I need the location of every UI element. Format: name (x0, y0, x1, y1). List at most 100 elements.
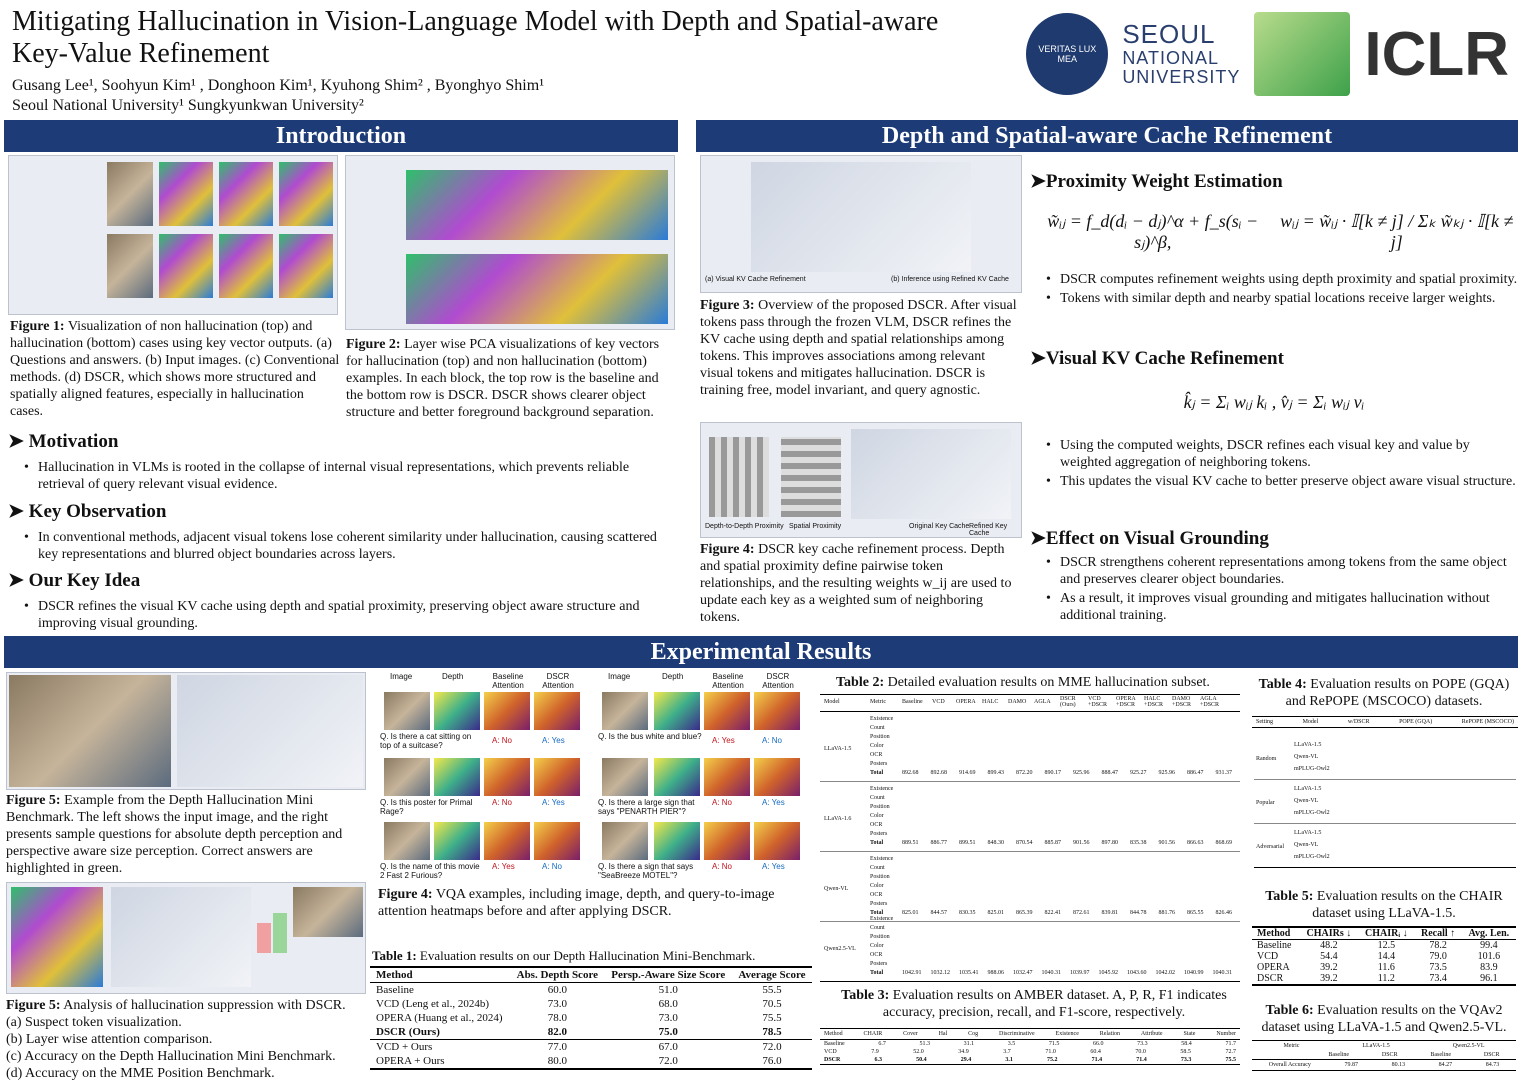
vqa-row: Q. Is the name of this movie 2 Fast 2 Fu… (380, 822, 810, 882)
fig1-key-vis (159, 162, 213, 226)
t2-total-row: 825.01 844.57 830.35 825.01 865.39 822.41 872.… (902, 910, 1232, 916)
snu-wordmark: SEOUL NATIONAL UNIVERSITY (1122, 18, 1241, 88)
fig2-hallucination-pca (406, 170, 668, 240)
author-block: Gusang Lee¹, Soohyun Kim¹ , Donghoon Kim… (12, 76, 544, 116)
benchmark-input-image (9, 675, 171, 787)
t4-setting-block: Random LLaVA-1.5 Qwen-VL mPLUG-Owl2 (1254, 740, 1516, 780)
author-list: Gusang Lee¹, Soohyun Kim¹ , Donghoon Kim… (12, 77, 544, 94)
proximity-bullet-1: DSCR computes refinement weights using d… (1030, 271, 1518, 288)
vqa-row: Q. Is there a cat sitting on top of a su… (380, 692, 810, 756)
logo-strip: VERITAS LUX MEA SEOUL NATIONAL UNIVERSIT… (1026, 12, 1509, 96)
vqa-header-row: Image Depth Baseline Attention DSCR Atte… (390, 672, 794, 690)
figure-2-caption: Figure 2: Layer wise PCA visualizations … (346, 337, 660, 420)
fig1-key-vis (219, 162, 273, 226)
table-row: VCD + Ours 77.0 67.0 72.0 (370, 1039, 812, 1054)
mme-position-image (293, 887, 363, 937)
dscr-pipeline-diagram (751, 162, 971, 272)
table-row: VCD 54.4 14.4 79.0 101.6 (1257, 951, 1501, 962)
table-4: Setting Model w/DSCR POPE (GQA) RePOPE (MSCO… (1252, 716, 1518, 872)
vqa-row: Q. Is this poster for Primal Rage? A: No… (380, 758, 810, 822)
proximity-equation: w̃ᵢⱼ = f_d(dᵢ − dⱼ)^α + f_s(sᵢ − sⱼ)^β, … (1047, 211, 1514, 252)
kv-refinement-equation: k̂ⱼ = Σᵢ wᵢⱼ kᵢ , v̂ⱼ = Σᵢ wᵢⱼ vᵢ (1183, 392, 1365, 412)
table-row: Baseline 6.7 51.3 31.1 3.5 71.5 66.0 73.3 58.4 71… (824, 1041, 1236, 1047)
figure-5a-caption: Figure 5: Example from the Depth Halluci… (6, 793, 343, 876)
table-subheader-row: Baseline DSCR Baseline DSCR (1252, 1051, 1516, 1060)
key-idea-heading: ➤ Our Key Idea (8, 570, 141, 591)
t2-model-block: LLaVA-1.5 Existence Count Position Color… (820, 716, 1240, 782)
table-row: OPERA + Ours 80.0 72.0 76.0 (370, 1054, 812, 1070)
figure-4-vqa-grid: Image Depth Baseline Attention DSCR Atte… (380, 672, 810, 882)
key-idea-bullet: DSCR refines the visual KV cache using d… (8, 598, 678, 632)
figure-5a-image (6, 672, 366, 790)
table-row: VCD 7.9 52.0 34.9 3.7 71.0 60.4 70.0 58.5 72.7 (824, 1049, 1236, 1055)
table-row: VCD (Leng et al., 2024b) 73.0 68.0 70.5 (376, 998, 782, 1010)
observation-bullet: In conventional methods, adjacent visual… (8, 529, 678, 563)
table-6: Metric LLaVA-1.5 Qwen2.5-VL Baseline DSCR Ba… (1252, 1040, 1516, 1071)
t2-model-block: LLaVA-1.6 Existence Count Position Color… (820, 786, 1240, 852)
t2-model-block: Qwen-VL Existence Count Position Color O… (820, 856, 1240, 922)
fig1-key-vis (279, 162, 333, 226)
results-header: Experimental Results (4, 636, 1518, 668)
table-row: Overall Accuracy 79.87 80.13 84.27 84.73 (1252, 1060, 1516, 1071)
figure-4-caption: Figure 4: DSCR key cache refinement proc… (700, 542, 1012, 625)
fig1-key-vis (159, 234, 213, 298)
t2-model-block: Qwen2.5-VL Existence Count Position Colo… (820, 916, 1240, 982)
t2-total-row: 892.68 892.68 914.69 899.43 872.20 890.17 925.… (902, 770, 1232, 776)
table-2: Model Metric Baseline VCD OPERA HALC DAM… (820, 694, 1240, 984)
depth-proximity-matrix (709, 437, 769, 517)
table-row: DSCR (Ours) 82.0 75.0 78.5 (376, 1026, 782, 1038)
iclr-graphic-logo (1254, 12, 1351, 96)
t2-total-row: 889.51 886.77 899.51 848.30 870.54 885.87 901.… (902, 840, 1232, 846)
proximity-bullet-2: Tokens with similar depth and nearby spa… (1030, 290, 1518, 307)
figure-3-image: (a) Visual KV Cache Refinement (b) Infer… (700, 155, 1022, 293)
table-header-row: Method CHAIRs ↓ CHAIRᵢ ↓ Recall ↑ Avg. Len. (1252, 926, 1516, 940)
figure-5b-caption: Figure 5: Analysis of hallucination supp… (6, 998, 346, 1081)
table-row: OPERA 39.2 11.6 73.5 83.9 (1257, 962, 1498, 973)
motivation-bullet: Hallucination in VLMs is rooted in the c… (8, 459, 678, 493)
figure-2-image (345, 155, 675, 330)
iclr-wordmark: ICLR (1364, 19, 1509, 89)
fig3-label-b: (b) Inference using Refined KV Cache (891, 276, 1009, 283)
fig1-input-image (107, 234, 153, 298)
table-3: Method CHAIR Cover Hal Cog Discriminative Exis… (820, 1028, 1240, 1082)
t2-total-row: 1042.91 1032.12 1035.41 988.06 1032.47 1040.3… (902, 970, 1232, 976)
table-header-row: Model Metric Baseline VCD OPERA HALC DAM… (820, 694, 1240, 712)
kv-refinement-section: ➤Visual KV Cache Refinement k̂ⱼ = Σᵢ wᵢⱼ… (1030, 347, 1518, 490)
grounding-section: ➤Effect on Visual Grounding DSCR strengt… (1030, 527, 1518, 624)
method-header: Depth and Spatial-aware Cache Refinement (696, 120, 1518, 152)
table-6-caption: Table 6: Evaluation results on the VQAv2… (1261, 1003, 1507, 1035)
table-header-row: Method Abs. Depth Score Persp.-Aware Size… (370, 966, 812, 983)
grounding-heading: ➤Effect on Visual Grounding (1030, 528, 1269, 549)
layer-attention-plot (111, 887, 251, 987)
t4-setting-block: Adversarial LLaVA-1.5 Qwen-VL mPLUG-Owl2 (1254, 828, 1516, 868)
kv-refinement-heading: ➤Visual KV Cache Refinement (1030, 348, 1284, 369)
kv-bullet-2: This updates the visual KV cache to bett… (1030, 473, 1518, 490)
fig2-non-hallucination-pca (406, 254, 668, 324)
benchmark-question-panel (177, 675, 363, 787)
introduction-header: Introduction (4, 120, 678, 152)
table-5-caption: Table 5: Evaluation results on the CHAIR… (1265, 889, 1503, 921)
weight-function-plot (851, 429, 1011, 519)
proximity-section: ➤Proximity Weight Estimation w̃ᵢⱼ = f_d(… (1030, 170, 1518, 307)
figure-1-caption: Figure 1: Visualization of non hallucina… (10, 319, 340, 419)
table-row: DSCR 6.3 50.4 29.4 3.1 75.2 71.4 71.4 73.3 75.5 (820, 1056, 1240, 1065)
snu-seal-logo: VERITAS LUX MEA (1026, 13, 1109, 95)
fig1-key-vis (219, 234, 273, 298)
figure-3-caption: Figure 3: Overview of the proposed DSCR.… (700, 298, 1017, 398)
suspect-token-visualization (11, 887, 103, 987)
figure-5b-image (6, 882, 366, 994)
table-1-caption: Table 1: Evaluation results on our Depth… (372, 948, 756, 963)
figure-4-vqa-caption: Figure 4: VQA examples, including image,… (378, 887, 775, 919)
table-1: Method Abs. Depth Score Persp.-Aware Size… (370, 966, 812, 1070)
table-header-row: Method CHAIR Cover Hal Cog Discriminative Exis… (820, 1028, 1240, 1040)
motivation-heading: ➤ Motivation (8, 431, 119, 452)
spatial-proximity-matrix (781, 437, 841, 517)
observation-heading: ➤ Key Observation (8, 501, 167, 522)
table-5: Method CHAIRs ↓ CHAIRᵢ ↓ Recall ↑ Avg. Len. … (1252, 926, 1516, 986)
kv-bullet-1: Using the computed weights, DSCR refines… (1030, 437, 1518, 471)
fig1-input-image (107, 162, 153, 226)
table-header-row: Setting Model w/DSCR POPE (GQA) RePOPE (MSCO… (1252, 716, 1518, 728)
motivation-section: ➤ Motivation Hallucination in VLMs is ro… (8, 430, 678, 493)
figure-4-image: Depth-to-Depth Proximity Spatial Proximi… (700, 422, 1022, 538)
fig3-label-a: (a) Visual KV Cache Refinement (705, 276, 806, 283)
